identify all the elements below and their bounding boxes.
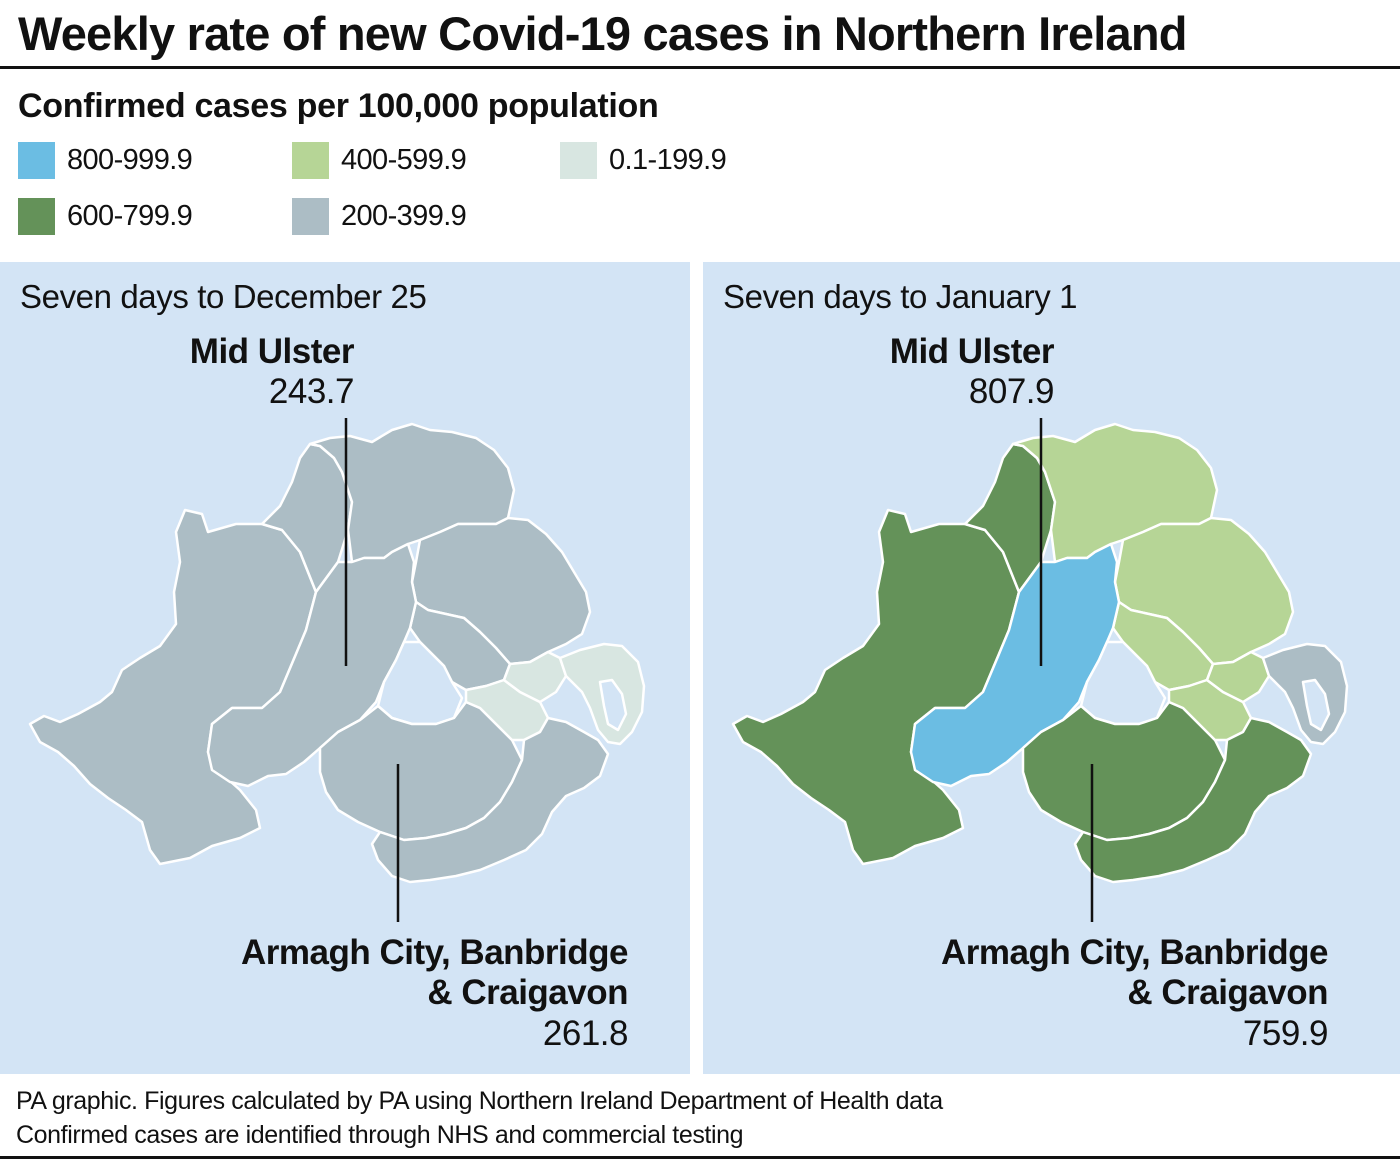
source-line-1: PA graphic. Figures calculated by PA usi… — [16, 1087, 943, 1115]
label-mid-ulster: Mid Ulster — [189, 332, 355, 371]
map-caption: Seven days to December 25 — [20, 278, 427, 315]
source-note: PA graphic. Figures calculated by PA usi… — [16, 1084, 943, 1152]
chart-title: Weekly rate of new Covid-19 cases in Nor… — [18, 7, 1187, 60]
bottom-rule — [0, 1156, 1400, 1159]
legend-swatch — [18, 197, 55, 235]
district-newry-mourne-down — [1073, 716, 1313, 884]
top-rule — [0, 66, 1400, 69]
legend-label: 400-599.9 — [341, 143, 467, 176]
legend-swatch — [292, 197, 329, 235]
strangford-lough — [1301, 678, 1331, 732]
district-fermanagh-omagh — [731, 508, 1021, 866]
legend-title: Confirmed cases per 100,000 population — [18, 87, 659, 125]
label-abc-line2: & Craigavon — [1127, 973, 1328, 1012]
label-abc-line2: & Craigavon — [427, 973, 628, 1012]
value-mid-ulster: 243.7 — [268, 372, 355, 411]
map-ni-december-25 — [28, 418, 646, 922]
legend-item-0-199: 0.1-199.9 — [560, 140, 727, 180]
label-abc-line1: Armagh City, Banbridge — [940, 933, 1329, 972]
legend-label: 600-799.9 — [67, 199, 193, 232]
map-caption: Seven days to January 1 — [723, 278, 1078, 315]
district-belfast — [1205, 650, 1271, 704]
source-line-2: Confirmed cases are identified through N… — [16, 1121, 744, 1149]
legend-swatch — [560, 141, 597, 179]
district-belfast — [502, 650, 568, 704]
map-panel-december-25: Seven days to December 25 Mid Ulster 243… — [0, 262, 690, 1074]
district-fermanagh-omagh — [28, 508, 318, 866]
legend-swatch — [18, 141, 55, 179]
value-abc: 759.9 — [1242, 1014, 1329, 1053]
legend-label: 800-999.9 — [67, 143, 193, 176]
legend-item-600-799: 600-799.9 — [18, 196, 193, 236]
value-abc: 261.8 — [542, 1014, 629, 1053]
legend-swatch — [292, 141, 329, 179]
legend-label: 200-399.9 — [341, 199, 467, 232]
legend-item-800-999: 800-999.9 — [18, 140, 193, 180]
legend-item-200-399: 200-399.9 — [292, 196, 467, 236]
label-abc-line1: Armagh City, Banbridge — [240, 933, 629, 972]
map-panel-january-1: Seven days to January 1 Mid Ulster 807.9… — [703, 262, 1400, 1074]
label-mid-ulster: Mid Ulster — [889, 332, 1055, 371]
district-newry-mourne-down — [370, 716, 610, 884]
strangford-lough — [598, 678, 628, 732]
map-ni-january-1 — [731, 418, 1349, 922]
legend-label: 0.1-199.9 — [609, 143, 727, 176]
legend-item-400-599: 400-599.9 — [292, 140, 467, 180]
value-mid-ulster: 807.9 — [968, 372, 1055, 411]
